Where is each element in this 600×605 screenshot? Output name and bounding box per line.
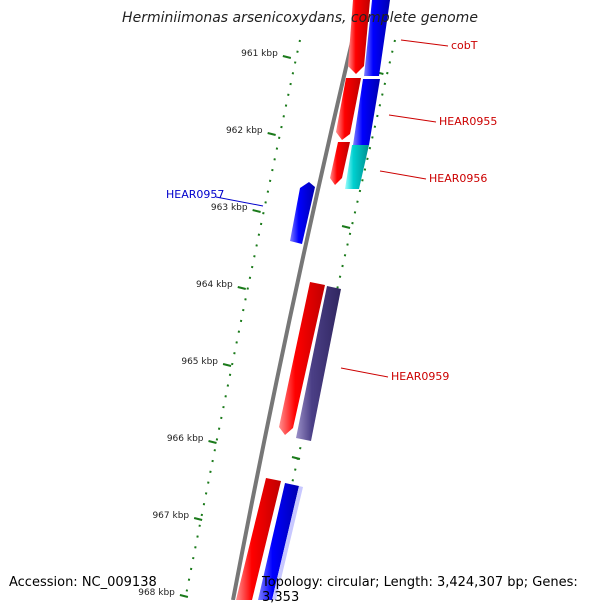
gene-label-HEAR0955[interactable]: HEAR0955 <box>439 115 497 128</box>
gene-label-HEAR0956[interactable]: HEAR0956 <box>429 172 487 185</box>
scale-tick-label-967: 967 kbp <box>152 511 189 521</box>
gene-arrow-cobT[interactable] <box>348 0 370 74</box>
gene-arrow-HEAR0958[interactable] <box>279 282 325 435</box>
inner-scale-ring <box>184 39 301 601</box>
scale-tick-967 <box>193 517 203 521</box>
gene-label-cobT[interactable]: cobT <box>451 39 478 52</box>
genome-title: Herminiimonas arsenicoxydans, complete g… <box>122 10 478 26</box>
gene-arrow-blue-lower[interactable] <box>258 483 299 600</box>
scale-tick-966 <box>208 440 217 444</box>
topology-text: Topology: circular; Length: 3,424,307 bp… <box>262 575 578 605</box>
scale-tick-964 <box>237 286 246 290</box>
leader-line-cobT <box>400 39 449 47</box>
scale-tick-label-966: 966 kbp <box>167 434 204 444</box>
outer-ring-tick-966 <box>291 456 301 460</box>
gene-arrow-HEAR0957[interactable] <box>290 182 315 244</box>
gene-arrow-lightblue-lower[interactable] <box>272 486 303 600</box>
gene-label-HEAR0959[interactable]: HEAR0959 <box>391 370 449 383</box>
scale-tick-961 <box>282 55 292 59</box>
leader-line-HEAR0959 <box>340 367 389 378</box>
scale-tick-label-964: 964 kbp <box>196 280 233 290</box>
leader-line-HEAR0955 <box>388 114 437 123</box>
accession-text: Accession: NC_009138 <box>9 575 157 590</box>
scale-tick-963 <box>252 209 261 213</box>
genome-backbone <box>231 0 364 601</box>
scale-tick-label-963: 963 kbp <box>211 203 248 213</box>
gene-arrow-HEAR0955[interactable] <box>336 78 361 140</box>
outer-ring-tick-963 <box>341 225 351 229</box>
gene-label-HEAR0957[interactable]: HEAR0957 <box>166 188 224 201</box>
leader-line-HEAR0956 <box>379 170 427 180</box>
scale-tick-label-968: 968 kbp <box>138 588 175 598</box>
scale-tick-label-965: 965 kbp <box>181 357 218 367</box>
leader-line-HEAR0957 <box>215 196 264 207</box>
gene-arrow-red-lower[interactable] <box>236 478 281 600</box>
scale-tick-label-962: 962 kbp <box>226 126 263 136</box>
gene-arrow-HEAR0959[interactable] <box>296 286 341 441</box>
scale-major-ticks: 961 kbp 962 kbp 963 kbp 964 kbp 965 kbp 966 k… <box>138 49 292 598</box>
scale-tick-label-961: 961 kbp <box>241 49 278 59</box>
gene-arrow-blue-second[interactable] <box>353 79 380 145</box>
scale-tick-968 <box>179 594 189 598</box>
gene-arrow-blue-top[interactable] <box>364 0 390 76</box>
gene-arrow-HEAR0956[interactable] <box>330 142 350 185</box>
gene-arrow-HEAR0956-cyan[interactable] <box>345 145 369 189</box>
scale-tick-962 <box>267 132 276 136</box>
scale-tick-965 <box>222 363 232 367</box>
